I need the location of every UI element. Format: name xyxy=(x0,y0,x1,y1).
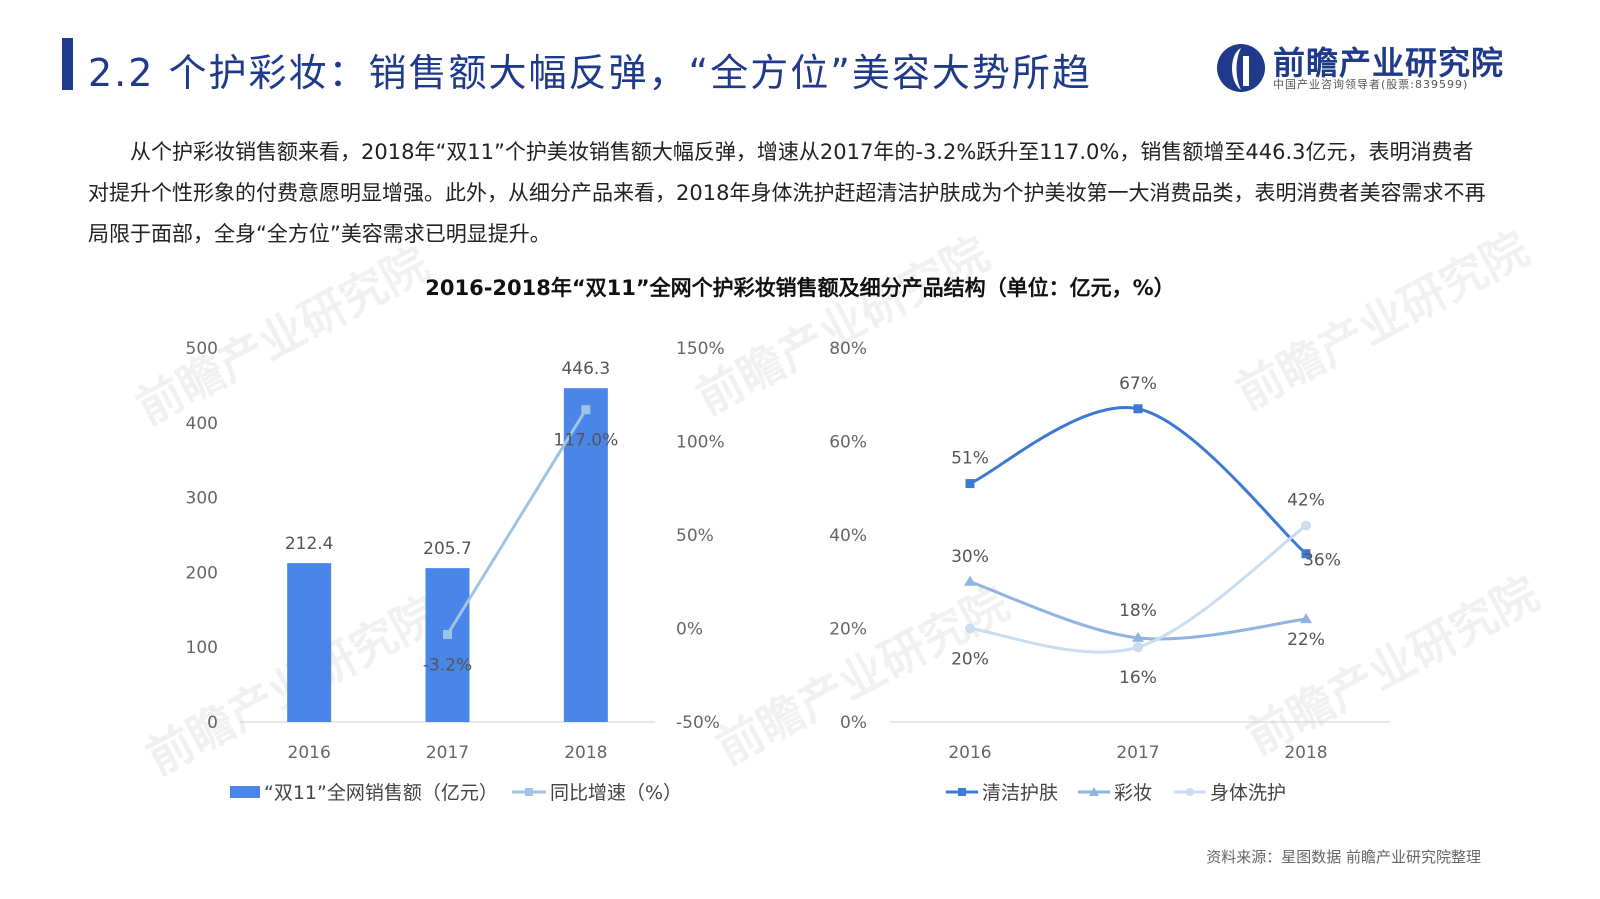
y-tick-label: 80% xyxy=(829,339,867,359)
y-left-tick-label: 0 xyxy=(207,713,218,733)
y-right-tick-label: 150% xyxy=(676,339,725,359)
legend-label-growth: 同比增速（%） xyxy=(550,782,682,804)
legend-label: 身体洗护 xyxy=(1210,782,1286,804)
logo-subtitle: 中国产业咨询领导者(股票:839599) xyxy=(1273,78,1469,91)
x-tick-label: 2016 xyxy=(288,743,331,763)
y-right-tick-label: -50% xyxy=(676,713,720,733)
y-tick-label: 0% xyxy=(840,713,867,733)
series-marker xyxy=(1301,520,1311,531)
bar-value-label: 212.4 xyxy=(285,534,334,554)
x-tick-label: 2016 xyxy=(948,743,991,763)
series-marker xyxy=(1300,613,1312,624)
series-marker xyxy=(1301,549,1311,559)
y-right-tick-label: 0% xyxy=(676,620,703,640)
legend-swatch-sales xyxy=(230,786,260,798)
y-right-tick-label: 100% xyxy=(676,433,725,453)
growth-value-label: 117.0% xyxy=(553,431,618,451)
page-title: 2.2 个护彩妆：销售额大幅反弹，“全方位”美容大势所趋 xyxy=(88,51,1092,95)
title-accent-bar xyxy=(62,38,73,90)
series-value-label: 36% xyxy=(1303,551,1341,571)
series-marker xyxy=(1133,642,1143,653)
series-marker xyxy=(964,575,976,586)
y-tick-label: 60% xyxy=(829,433,867,453)
logo-name: 前瞻产业研究院 xyxy=(1273,44,1505,82)
bar-value-label: 205.7 xyxy=(423,539,472,559)
segment-line-chart: 0% 20% 40% 60% 80% 2016 2017 2018 51% 67% 36% 30% 18… xyxy=(829,339,1390,804)
legend-marker-growth xyxy=(525,788,533,796)
series-marker xyxy=(965,623,975,634)
bar xyxy=(563,388,608,722)
series-marker xyxy=(965,479,975,489)
bar xyxy=(287,563,332,722)
series-value-label: 42% xyxy=(1287,491,1325,511)
y-left-tick-label: 300 xyxy=(186,489,218,509)
y-left-tick-label: 400 xyxy=(186,414,218,434)
x-tick-label: 2018 xyxy=(1284,743,1327,763)
bar-value-label: 446.3 xyxy=(561,359,610,379)
series-value-label: 67% xyxy=(1119,374,1157,394)
legend-marker xyxy=(1089,787,1099,796)
series-value-label: 51% xyxy=(951,449,989,469)
growth-marker xyxy=(581,405,591,415)
x-tick-label: 2017 xyxy=(426,743,469,763)
growth-line xyxy=(446,408,588,636)
legend-marker xyxy=(958,788,966,796)
y-tick-label: 20% xyxy=(829,620,867,640)
legend-label: 清洁护肤 xyxy=(982,782,1058,804)
logo-icon xyxy=(1217,44,1265,92)
chart-title: 2016-2018年“双11”全网个护彩妆销售额及细分产品结构（单位：亿元，%） xyxy=(425,276,1175,300)
series-marker xyxy=(1133,404,1143,414)
source-note: 资料来源：星图数据 前瞻产业研究院整理 xyxy=(1206,848,1481,866)
x-tick-label: 2018 xyxy=(564,743,607,763)
intro-paragraph: 从个护彩妆销售额来看，2018年“双11”个护美妆销售额大幅反弹，增速从2017… xyxy=(88,132,1488,255)
series-line-0 xyxy=(969,406,1307,555)
sales-bar-chart: 0 100 200 300 400 500 -50% 0% 50% 100% 150% 2016 201… xyxy=(186,339,725,804)
growth-marker xyxy=(443,629,452,639)
y-tick-label: 40% xyxy=(829,526,867,546)
series-marker xyxy=(1132,631,1144,642)
y-left-tick-label: 200 xyxy=(186,563,218,583)
legend-label-sales: “双11”全网销售额（亿元） xyxy=(264,782,498,804)
series-value-label: 30% xyxy=(951,547,989,567)
legend-marker xyxy=(1186,788,1194,796)
y-left-tick-label: 100 xyxy=(186,638,218,658)
series-value-label: 16% xyxy=(1119,668,1157,688)
series-value-label: 22% xyxy=(1287,630,1325,650)
x-tick-label: 2017 xyxy=(1116,743,1159,763)
series-value-label: 20% xyxy=(951,650,989,670)
logo: 前瞻产业研究院 中国产业咨询领导者(股票:839599) xyxy=(1215,38,1535,98)
y-left-tick-label: 500 xyxy=(186,339,218,359)
growth-value-label: -3.2% xyxy=(423,655,472,675)
intro-text: 从个护彩妆销售额来看，2018年“双11”个护美妆销售额大幅反弹，增速从2017… xyxy=(88,140,1486,246)
series-value-label: 18% xyxy=(1119,601,1157,621)
bar xyxy=(425,568,470,722)
legend-label: 彩妆 xyxy=(1114,782,1152,804)
y-right-tick-label: 50% xyxy=(676,526,714,546)
